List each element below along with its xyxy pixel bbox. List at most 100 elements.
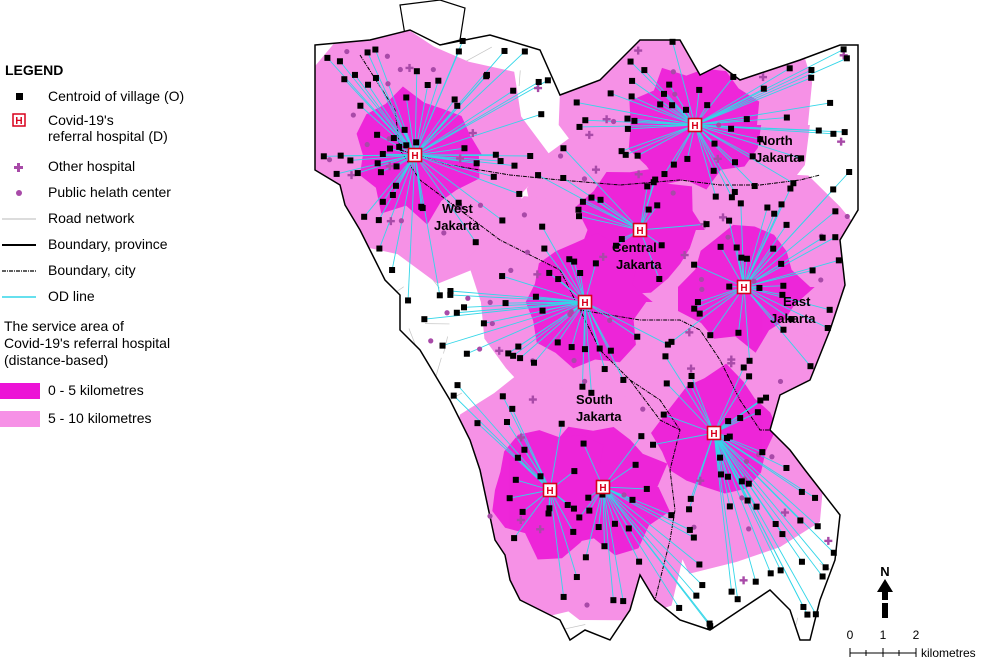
village-centroid [788,316,795,323]
od-line [414,154,520,195]
od-line [694,124,733,198]
village-centroid [636,558,643,565]
other-hospital-plus [739,576,748,585]
village-centroid [641,67,648,74]
phc-dot [844,213,850,220]
village-centroid [510,352,517,359]
od-line [631,96,696,126]
village-centroid [501,47,508,54]
od-lines [323,40,850,627]
village-centroid [656,275,663,282]
village-centroid [717,243,724,250]
legend-item-centroid: Centroid of village (O) [0,86,300,108]
village-centroid [537,473,544,480]
phc-dot [743,458,750,465]
phc-dot [489,320,495,327]
village-centroid [539,307,546,314]
referral-hospital: H [407,147,423,163]
village-centroid [607,90,614,97]
village-centroid [757,136,764,143]
village-centroid [743,255,750,262]
village-centroid [730,73,737,80]
od-line [543,248,586,303]
phc-dot [777,378,784,385]
village-centroid [726,503,733,510]
village-centroid [687,382,694,389]
phc-dot [428,338,434,344]
village-centroid [516,190,523,197]
village-centroid [379,198,386,205]
village-centroid [510,87,517,94]
other-hospital-plus [780,508,789,517]
village-centroid [737,200,744,207]
od-line [694,69,812,126]
village-centroid [830,130,837,137]
village-centroid [447,291,454,298]
city-boundaries [359,54,821,601]
referral-hospital: H [542,482,558,498]
village-centroid [538,111,545,118]
od-line [665,356,715,434]
village-centroid [601,543,608,550]
village-centroid [546,505,553,512]
other-hospital-plus [713,154,722,163]
village-centroid [375,217,382,224]
village-centroid [812,611,819,618]
village-centroid [521,446,528,453]
od-line [737,286,745,333]
village-centroid [745,480,752,487]
od-line [513,489,551,539]
village-centroid [519,508,526,515]
village-centroid [571,468,578,475]
village-centroid [579,198,586,205]
od-line [367,52,416,156]
village-centroid [601,366,608,373]
road-line-icon [2,218,36,220]
od-line [584,301,624,381]
village-centroid [661,171,668,178]
phc-dot [385,81,391,87]
phc-dot [672,91,678,97]
village-centroid [571,258,578,265]
od-line [578,215,641,231]
od-line [694,124,753,157]
village-centroid [372,46,379,53]
legend-item-hospital: H Covid-19's referral hospital (D) [0,110,300,150]
region-labels: North Jakarta West Jakarta Central Jakarta … [434,133,816,424]
village-centroid [743,116,750,123]
village-centroid [502,300,509,307]
od-line [357,154,416,174]
village-centroid [570,505,577,512]
phc-dot [444,310,450,316]
village-centroid [734,596,741,603]
phc-dot [397,66,403,73]
other-hospital-plus [456,154,465,163]
od-line [694,286,745,310]
od-line [627,124,696,130]
village-centroid [333,170,340,177]
village-centroid [575,213,582,220]
village-centroid [509,405,516,412]
village-centroid [691,305,698,312]
od-line [713,432,823,577]
village-centroid [354,170,361,177]
phc-dot [326,157,333,163]
village-centroid [393,163,400,170]
village-centroid [754,409,761,416]
hospital-h-letter: H [15,116,22,127]
jakarta-map: H H H H H H H H North Jakarta West Jakarta Centra… [314,0,859,641]
od-line [694,124,717,197]
od-line [743,259,839,288]
village-centroid [539,223,546,230]
od-line [463,301,586,308]
phc-dot [670,190,676,196]
referral-hospital: H [632,222,648,238]
village-centroid [364,49,371,56]
phc-dot [487,299,493,305]
phc-dot [487,513,493,519]
hospital-h-letter: H [740,283,747,294]
village-centroid [840,46,847,53]
other-hospital-plus [687,364,696,373]
od-line [694,67,790,126]
village-centroid [336,58,343,65]
